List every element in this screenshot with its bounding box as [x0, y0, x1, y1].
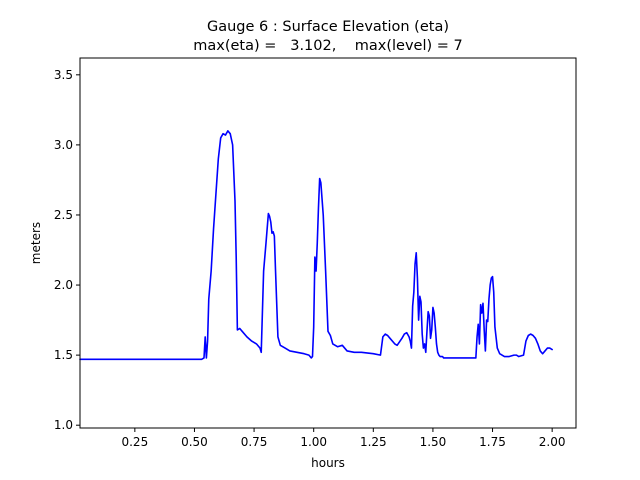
series-line-0: [79, 130, 553, 361]
plot-area: [79, 57, 577, 429]
chart-subtitle: max(eta) = 3.102, max(level) = 7: [193, 38, 463, 54]
series-layer: [79, 130, 553, 361]
y-tick-label: 3.0: [54, 138, 73, 152]
x-axis-label: hours: [311, 456, 345, 470]
x-tick-label: 0.50: [181, 435, 208, 449]
x-tick-label: 1.75: [479, 435, 506, 449]
x-tick-label: 1.50: [420, 435, 447, 449]
y-tick-label: 1.0: [54, 418, 73, 432]
y-tick-label: 1.5: [54, 348, 73, 362]
x-tick-label: 1.25: [360, 435, 387, 449]
y-axis-label: meters: [29, 222, 43, 264]
y-tick-label: 2.0: [54, 278, 73, 292]
x-tick-label: 0.25: [121, 435, 148, 449]
y-axis: 1.0 1.5 2.0 2.5 3.0 3.5: [54, 68, 80, 432]
x-tick-label: 2.00: [539, 435, 566, 449]
chart-title: Gauge 6 : Surface Elevation (eta): [207, 19, 449, 35]
axes-frame: [79, 57, 577, 429]
x-tick-label: 1.00: [300, 435, 327, 449]
y-tick-label: 2.5: [54, 208, 73, 222]
x-tick-label: 0.75: [241, 435, 268, 449]
x-axis: 0.25 0.50 0.75 1.00 1.25 1.50 1.75 2.00: [121, 428, 566, 449]
y-tick-label: 3.5: [54, 68, 73, 82]
plot-background: [80, 58, 576, 428]
